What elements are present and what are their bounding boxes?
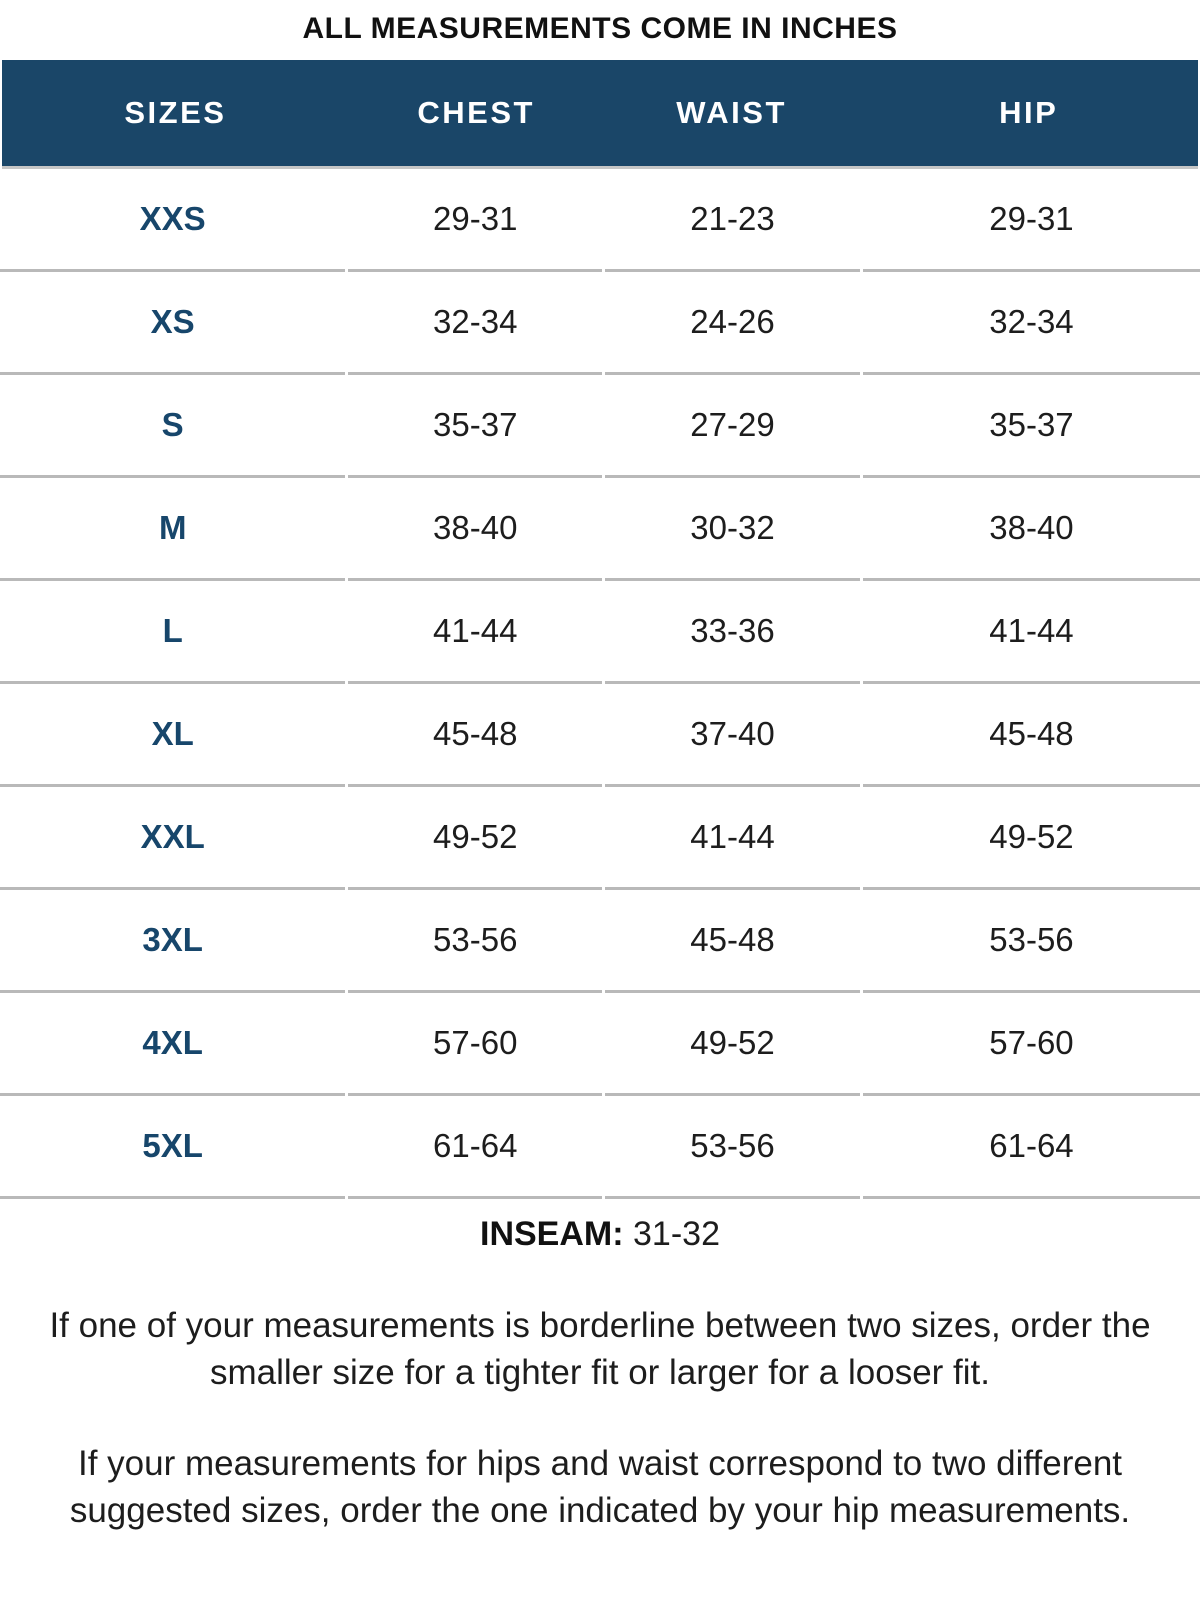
size-row-m: M 38-40 30-32 38-40 [0,478,1200,581]
waist-value: 27-29 [605,375,860,478]
size-row-xs: XS 32-34 24-26 32-34 [0,272,1200,375]
waist-value: 30-32 [605,478,860,581]
waist-value: 33-36 [605,581,860,684]
size-label: 4XL [0,993,346,1096]
size-label: L [0,581,346,684]
page-title: ALL MEASUREMENTS COME IN INCHES [302,12,898,45]
size-row-xl: XL 45-48 37-40 45-48 [0,684,1200,787]
waist-value: 41-44 [605,787,860,890]
size-label: XS [0,272,346,375]
chest-value: 45-48 [348,684,603,787]
size-row-4xl: 4XL 57-60 49-52 57-60 [0,993,1200,1096]
size-label: 3XL [0,890,346,993]
waist-value: 37-40 [605,684,860,787]
waist-value: 21-23 [605,169,860,272]
chest-value: 29-31 [348,169,603,272]
column-header-waist: WAIST [676,95,787,130]
chest-value: 41-44 [348,581,603,684]
hip-value: 29-31 [862,169,1200,272]
chest-value: 53-56 [348,890,603,993]
hip-value: 41-44 [862,581,1200,684]
chest-value: 38-40 [348,478,603,581]
hip-value: 57-60 [862,993,1200,1096]
inseam-value: 31-32 [633,1215,720,1253]
size-row-l: L 41-44 33-36 41-44 [0,581,1200,684]
hip-value: 61-64 [862,1096,1200,1199]
hip-value: 35-37 [862,375,1200,478]
size-row-3xl: 3XL 53-56 45-48 53-56 [0,890,1200,993]
chest-value: 61-64 [348,1096,603,1199]
size-label: M [0,478,346,581]
chest-value: 32-34 [348,272,603,375]
size-label: XXL [0,787,346,890]
waist-value: 53-56 [605,1096,860,1199]
table-header-row: SIZES CHEST WAIST HIP [2,60,1198,169]
size-label: S [0,375,346,478]
hip-value: 49-52 [862,787,1200,890]
chest-value: 57-60 [348,993,603,1096]
hip-value: 32-34 [862,272,1200,375]
borderline-size-note: If one of your measurements is borderlin… [49,1306,1151,1392]
size-label: XL [0,684,346,787]
chest-value: 35-37 [348,375,603,478]
size-label: 5XL [0,1096,346,1199]
size-row-s: S 35-37 27-29 35-37 [0,375,1200,478]
column-header-chest: CHEST [417,95,535,130]
hip-value: 45-48 [862,684,1200,787]
waist-value: 49-52 [605,993,860,1096]
size-chart-table: SIZES CHEST WAIST HIP XXS 29-31 21-23 29… [0,60,1200,1199]
waist-value: 45-48 [605,890,860,993]
hip-value: 38-40 [862,478,1200,581]
size-row-xxl: XXL 49-52 41-44 49-52 [0,787,1200,890]
size-row-5xl: 5XL 61-64 53-56 61-64 [0,1096,1200,1199]
column-header-hip: HIP [999,95,1059,130]
column-header-sizes: SIZES [124,95,227,130]
chest-value: 49-52 [348,787,603,890]
hip-value: 53-56 [862,890,1200,993]
inseam-note: INSEAM: 31-32 [0,1215,1200,1254]
inseam-label: INSEAM: [480,1215,624,1253]
size-label: XXS [0,169,346,272]
hip-priority-note: If your measurements for hips and waist … [69,1444,1131,1530]
size-row-xxs: XXS 29-31 21-23 29-31 [0,169,1200,272]
waist-value: 24-26 [605,272,860,375]
